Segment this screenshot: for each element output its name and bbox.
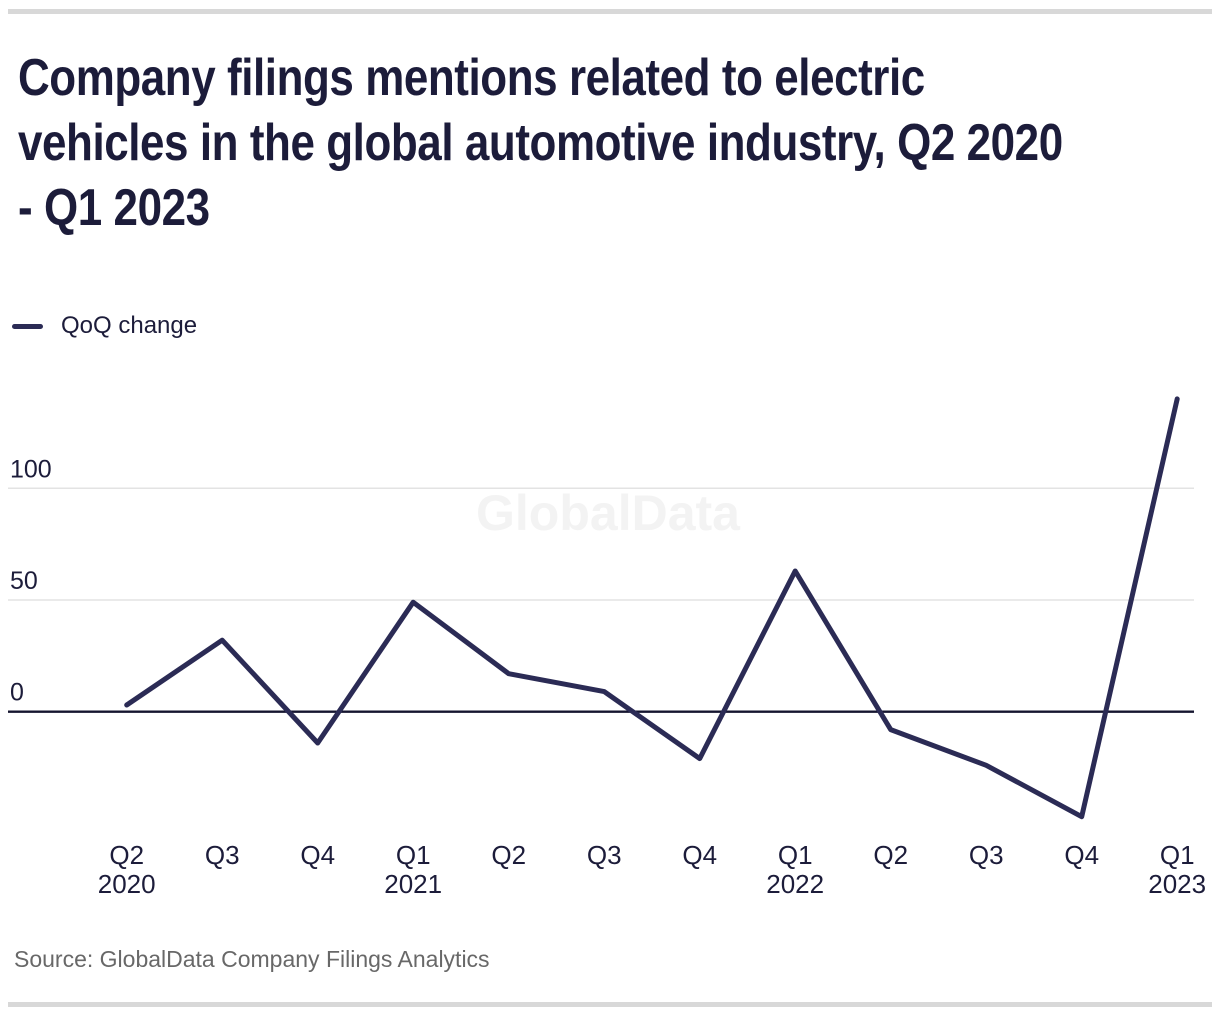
- y-tick-label: 0: [10, 679, 24, 707]
- y-tick-label: 50: [10, 567, 38, 595]
- source-text: Source: GlobalData Company Filings Analy…: [14, 946, 490, 972]
- x-tick-quarter-label: Q2: [491, 840, 526, 870]
- x-tick-year-label: 2023: [1148, 869, 1206, 899]
- chart-title-line: Company filings mentions related to elec…: [18, 49, 925, 107]
- chart-title-line: vehicles in the global automotive indust…: [18, 114, 1063, 172]
- x-tick-quarter-label: Q2: [109, 840, 144, 870]
- x-tick-year-label: 2021: [384, 869, 442, 899]
- x-tick-quarter-label: Q4: [1064, 840, 1099, 870]
- legend-line-swatch: [12, 323, 43, 329]
- legend: QoQ change: [12, 312, 197, 340]
- x-tick-quarter-label: Q3: [969, 840, 1004, 870]
- watermark-text: GlobalData: [476, 485, 741, 541]
- x-tick-quarter-label: Q3: [205, 840, 240, 870]
- top-divider: [8, 9, 1212, 14]
- x-tick-quarter-label: Q4: [682, 840, 717, 870]
- bottom-divider: [8, 1002, 1212, 1007]
- chart-title: Company filings mentions related to elec…: [18, 46, 1201, 241]
- chart-title-line: - Q1 2023: [18, 179, 210, 237]
- x-tick-quarter-label: Q4: [300, 840, 335, 870]
- x-tick-year-label: 2020: [98, 869, 156, 899]
- legend-label: QoQ change: [61, 312, 198, 339]
- y-tick-label: 100: [10, 455, 52, 483]
- x-tick-quarter-label: Q1: [396, 840, 431, 870]
- x-tick-quarter-label: Q3: [587, 840, 622, 870]
- x-tick-quarter-label: Q2: [873, 840, 908, 870]
- x-tick-quarter-label: Q1: [1160, 840, 1195, 870]
- qoq-change-line: [124, 396, 1180, 820]
- x-tick-quarter-label: Q1: [778, 840, 813, 870]
- x-tick-year-label: 2022: [766, 869, 824, 899]
